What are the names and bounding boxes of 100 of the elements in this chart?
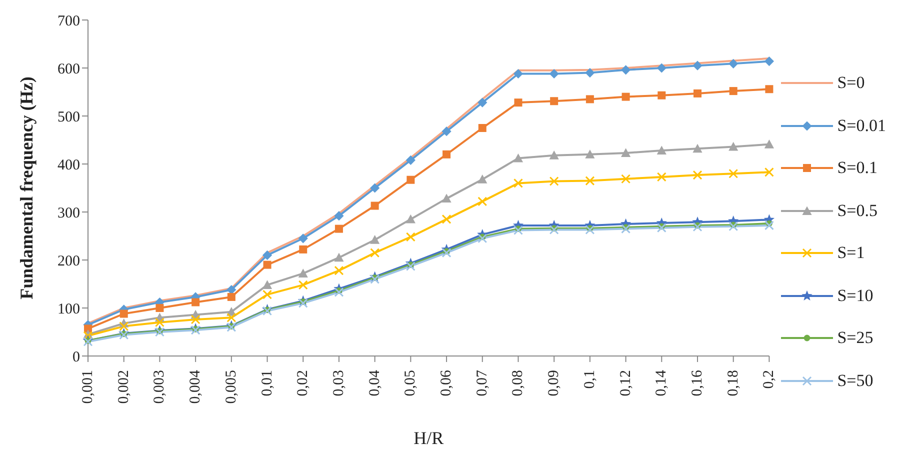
x-tick-label: 0,16 <box>690 370 706 396</box>
point <box>513 68 524 79</box>
point <box>622 92 630 101</box>
legend-label: S=1 <box>837 243 865 264</box>
point <box>119 330 129 340</box>
x-tick-label: 0,004 <box>188 370 204 404</box>
point <box>728 58 738 68</box>
point <box>692 144 702 153</box>
point <box>549 150 559 160</box>
x-tick-label: 0,005 <box>223 370 240 404</box>
y-tick-label: 100 <box>58 301 80 318</box>
point <box>585 176 595 186</box>
y-tick-label: 500 <box>58 109 80 126</box>
x-tick-label: 0,08 <box>510 370 526 396</box>
x-tick-label: 0,14 <box>654 370 670 396</box>
point <box>262 250 272 260</box>
point <box>478 196 488 206</box>
point <box>658 91 666 100</box>
point <box>120 310 128 318</box>
point <box>656 223 666 233</box>
point <box>442 194 452 203</box>
point <box>585 68 595 78</box>
point <box>728 222 738 232</box>
point <box>549 225 559 235</box>
x-tick-label: 0,02 <box>295 370 312 396</box>
legend-label: S=0 <box>837 73 865 94</box>
point <box>192 298 200 306</box>
legend-label: S=0.1 <box>837 158 878 178</box>
point <box>370 274 380 284</box>
point <box>656 63 666 73</box>
legend-label: S=25 <box>837 328 874 348</box>
point <box>621 224 631 234</box>
point <box>154 318 164 328</box>
point <box>442 126 452 136</box>
point <box>694 89 702 98</box>
point <box>478 234 488 244</box>
legend-label: S=0.5 <box>837 200 878 221</box>
point <box>764 140 774 148</box>
point <box>298 280 308 290</box>
point <box>442 214 452 224</box>
point <box>620 65 631 75</box>
point <box>692 60 702 70</box>
point <box>299 245 308 254</box>
point <box>298 268 308 278</box>
point <box>656 172 666 182</box>
y-tick-label: 0 <box>72 349 80 366</box>
point <box>370 202 379 210</box>
point <box>334 224 343 233</box>
point <box>585 225 595 235</box>
point <box>478 124 486 132</box>
point <box>263 260 272 269</box>
x-tick-label: 0,18 <box>725 370 742 396</box>
point <box>513 153 524 162</box>
x-tick-label: 0,07 <box>474 370 490 396</box>
point <box>764 56 774 66</box>
point <box>406 261 416 271</box>
y-tick-label: 300 <box>58 205 80 222</box>
point <box>478 174 488 184</box>
point <box>334 287 344 297</box>
x-tick-label: 0,06 <box>438 370 455 396</box>
point <box>83 331 93 341</box>
point <box>549 68 559 79</box>
point <box>549 176 559 186</box>
point <box>227 292 236 301</box>
point <box>585 150 595 158</box>
point <box>765 85 774 94</box>
point <box>764 167 774 177</box>
y-axis-title: Fundamental frequency (Hz) <box>16 76 36 300</box>
legend-label: S=10 <box>837 286 874 306</box>
legend-label: S=50 <box>837 370 874 391</box>
x-tick-label: 0,1 <box>582 370 598 389</box>
x-tick-label: 0,05 <box>402 370 419 396</box>
point <box>692 222 702 232</box>
x-tick-label: 0,2 <box>761 370 778 389</box>
point <box>334 211 344 221</box>
point <box>406 232 416 242</box>
point <box>370 235 380 244</box>
point <box>550 97 558 106</box>
point <box>586 95 594 104</box>
point <box>728 142 738 151</box>
point <box>226 312 236 322</box>
point <box>764 220 774 230</box>
x-tick-label: 0,003 <box>152 370 168 404</box>
point <box>298 234 308 244</box>
point <box>728 168 738 178</box>
point <box>406 155 416 165</box>
point <box>262 306 272 316</box>
point <box>729 87 738 96</box>
point <box>513 178 523 188</box>
point <box>513 225 523 235</box>
point <box>442 150 451 158</box>
point <box>406 176 415 184</box>
x-tick-label: 0,09 <box>546 370 562 396</box>
x-tick-label: 0,04 <box>366 370 383 396</box>
point <box>370 248 380 258</box>
x-axis-title: H/R <box>414 428 444 448</box>
point <box>334 266 344 276</box>
point <box>262 290 272 300</box>
point <box>334 252 344 262</box>
point <box>406 214 416 224</box>
